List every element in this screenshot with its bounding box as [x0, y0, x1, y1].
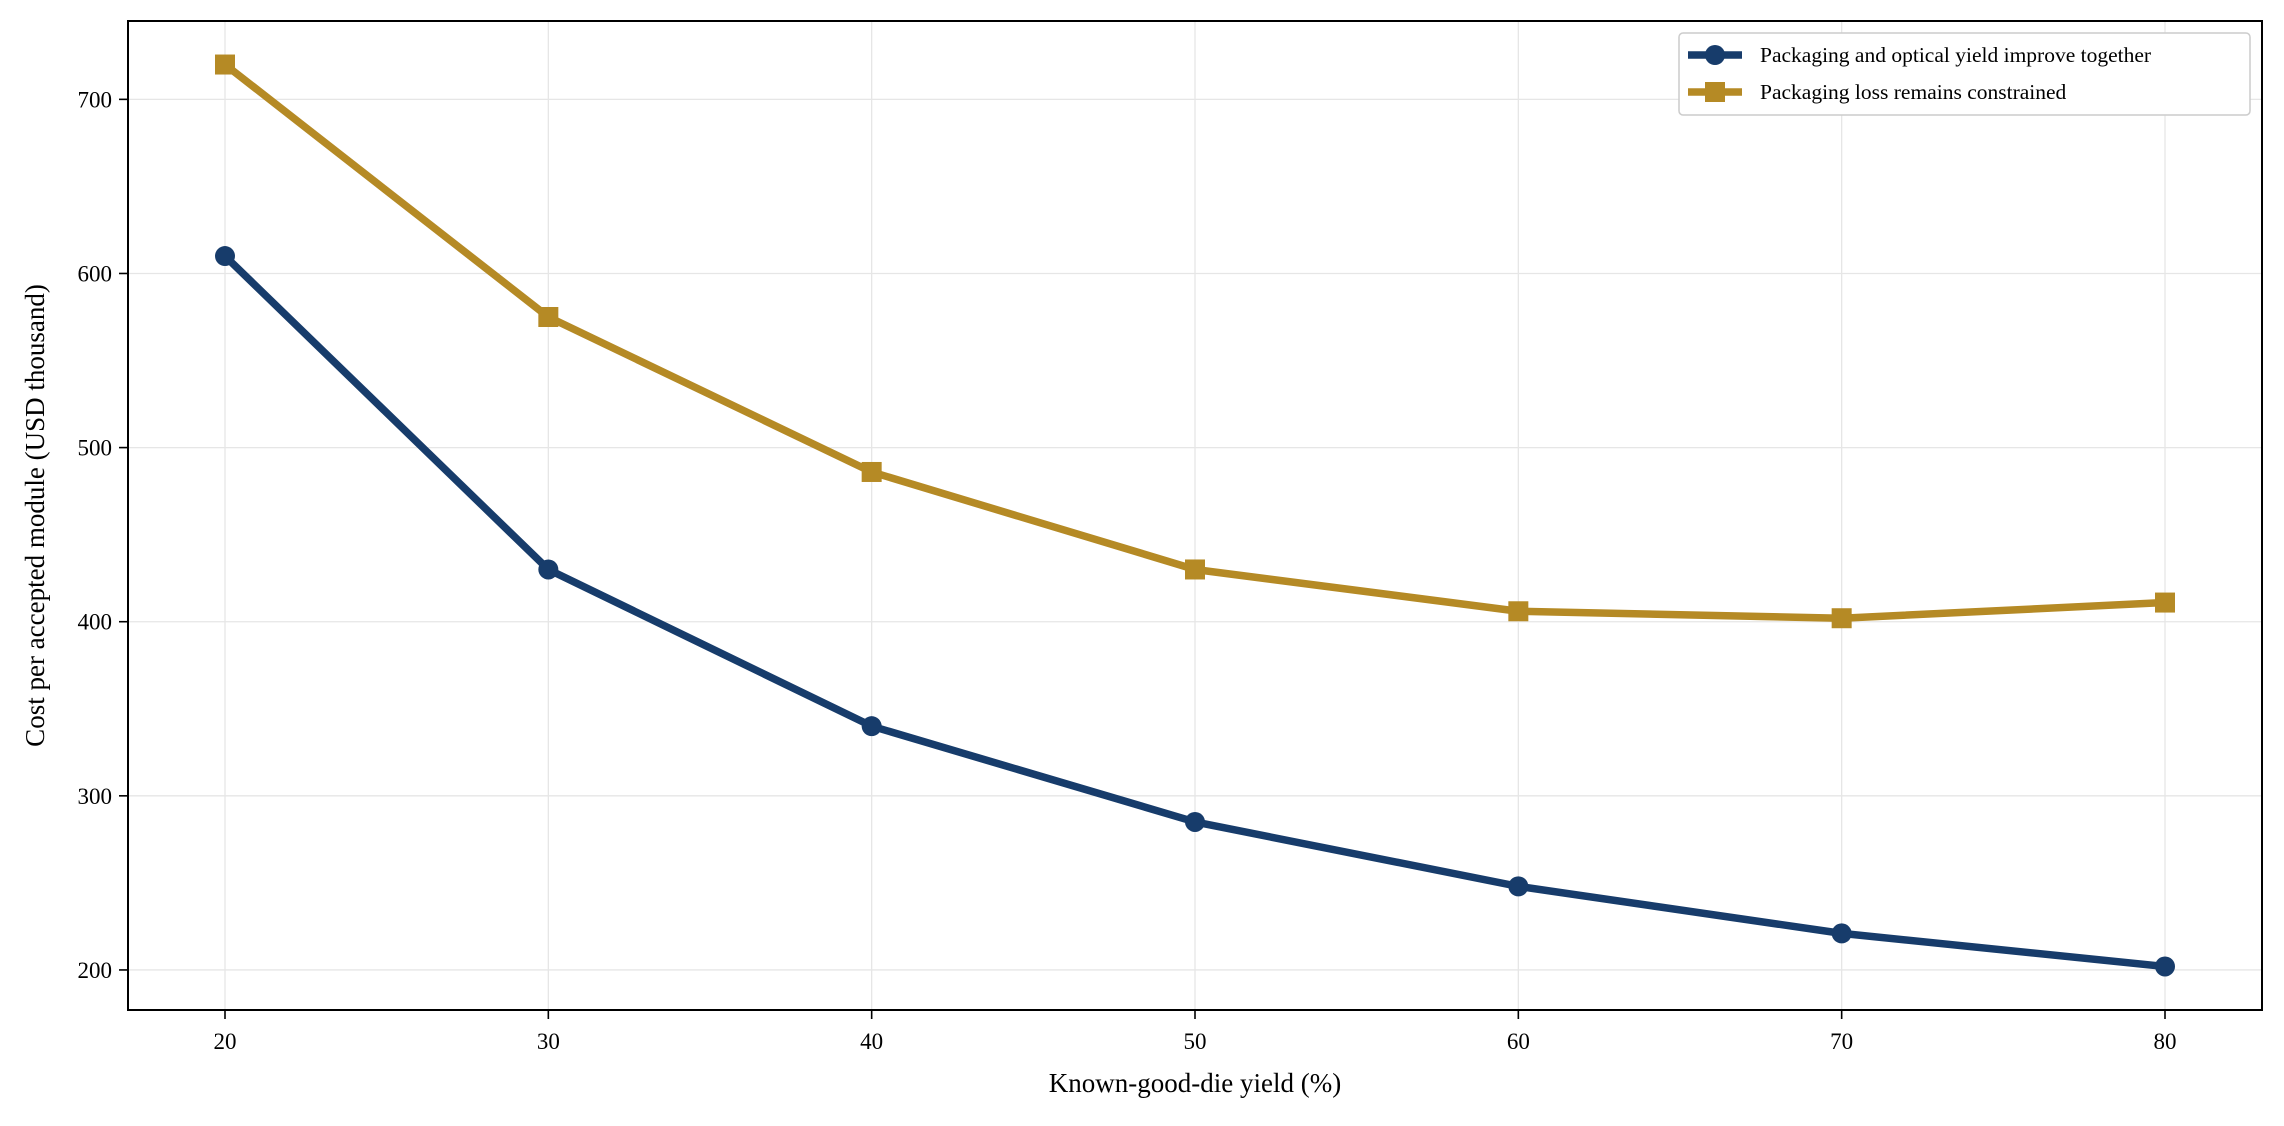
x-tick-label: 60 — [1507, 1029, 1530, 1054]
x-tick-label: 20 — [214, 1029, 237, 1054]
series-2 — [215, 54, 2175, 629]
legend-item-2: Packaging loss remains constrained — [1688, 80, 2067, 104]
data-point-square — [1185, 559, 1205, 580]
legend-label: Packaging loss remains constrained — [1760, 80, 2067, 104]
data-point-circle — [538, 559, 559, 580]
data-point-square — [538, 307, 559, 328]
gridlines — [128, 21, 2262, 1010]
y-tick-label: 700 — [78, 87, 113, 112]
y-tick-label: 400 — [78, 610, 113, 635]
data-point-square — [2155, 592, 2175, 613]
x-tick-label: 70 — [1830, 1029, 1853, 1054]
x-tick-label: 50 — [1184, 1029, 1207, 1054]
data-point-square — [1831, 608, 1852, 629]
data-point-square — [215, 54, 235, 75]
legend-box — [1678, 32, 2251, 116]
x-tick-label: 80 — [2154, 1029, 2177, 1054]
y-axis-label: Cost per accepted module (USD thousand) — [20, 284, 50, 747]
data-point-circle — [861, 716, 882, 737]
x-axis-label: Known-good-die yield (%) — [1049, 1068, 1341, 1098]
legend: Packaging and optical yield improve toge… — [1678, 32, 2251, 116]
x-tick-label: 30 — [537, 1029, 560, 1054]
series-layer — [215, 54, 2175, 977]
legend-item-1: Packaging and optical yield improve toge… — [1688, 43, 2151, 67]
series-1 — [215, 246, 2175, 977]
data-point-circle — [1185, 811, 1205, 832]
data-point-square — [861, 461, 882, 482]
data-point-circle — [1831, 923, 1852, 944]
y-tick-label: 500 — [78, 436, 113, 461]
axis-ticks: 20 30 40 50 60 70 80 200 300 400 500 600 700 — [78, 87, 2177, 1054]
y-tick-label: 200 — [78, 958, 113, 983]
y-tick-label: 600 — [78, 261, 113, 286]
legend-marker-square — [1705, 82, 1725, 102]
y-tick-label: 300 — [78, 784, 113, 809]
data-point-circle — [1508, 876, 1529, 897]
data-point-circle — [215, 246, 235, 267]
data-point-circle — [2155, 956, 2175, 977]
data-point-square — [1508, 601, 1529, 622]
legend-marker-circle — [1705, 45, 1725, 65]
x-tick-label: 40 — [860, 1029, 883, 1054]
legend-label: Packaging and optical yield improve toge… — [1760, 43, 2151, 67]
